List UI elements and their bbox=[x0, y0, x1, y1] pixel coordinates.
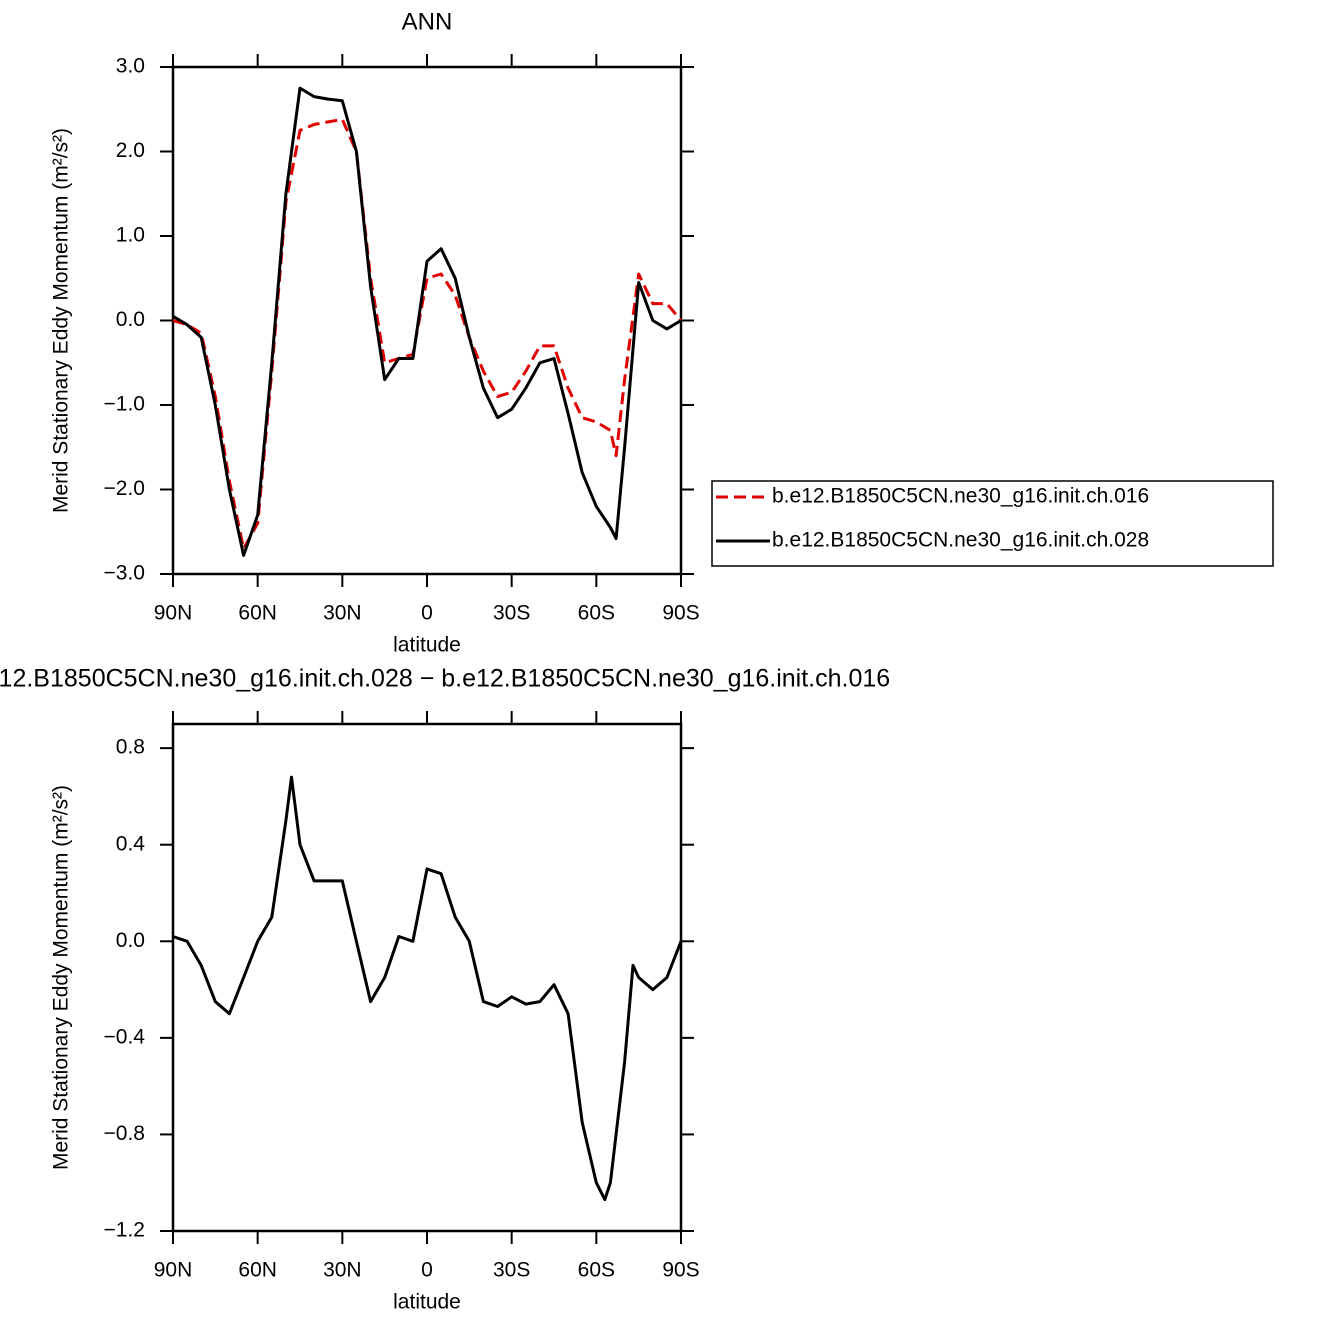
y-tick-label: −1.2 bbox=[104, 1219, 145, 1242]
y-tick-label: −1.0 bbox=[104, 393, 145, 416]
y-tick-label: 0.4 bbox=[116, 832, 146, 855]
legend-box bbox=[711, 480, 1274, 567]
y-tick-label: 0.8 bbox=[116, 736, 145, 759]
x-axis-label: latitude bbox=[393, 634, 461, 657]
x-tick-label: 30N bbox=[323, 602, 362, 625]
x-tick-label: 90S bbox=[662, 1259, 699, 1282]
y-tick-label: −2.0 bbox=[104, 477, 145, 500]
chart-title: b.e12.B1850C5CN.ne30_g16.init.ch.028 − b… bbox=[0, 665, 890, 693]
x-tick-label: 30N bbox=[323, 1259, 362, 1282]
x-tick-label: 90N bbox=[154, 602, 193, 625]
x-tick-label: 90S bbox=[662, 602, 699, 625]
line-series bbox=[172, 117, 683, 551]
plot-frame bbox=[171, 65, 683, 576]
y-tick-label: 2.0 bbox=[116, 139, 145, 162]
x-tick-label: 90N bbox=[154, 1259, 193, 1282]
x-tick-label: 0 bbox=[421, 1259, 433, 1282]
y-axis-label: Merid Stationary Eddy Momentum (m²/s²) bbox=[50, 785, 73, 1170]
line-series bbox=[172, 775, 683, 1202]
legend-label: b.e12.B1850C5CN.ne30_g16.init.ch.028 bbox=[772, 529, 1149, 552]
x-tick-label: 30S bbox=[493, 1259, 530, 1282]
y-tick-label: −0.4 bbox=[104, 1025, 146, 1048]
y-tick-label: 0.0 bbox=[116, 308, 145, 331]
x-tick-label: 60S bbox=[578, 602, 615, 625]
line-series bbox=[172, 86, 682, 557]
y-tick-label: 3.0 bbox=[116, 55, 145, 78]
legend-label: b.e12.B1850C5CN.ne30_g16.init.ch.016 bbox=[772, 485, 1149, 508]
x-tick-label: 0 bbox=[421, 602, 433, 625]
y-tick-label: −3.0 bbox=[104, 562, 145, 585]
x-tick-label: 60N bbox=[238, 602, 277, 625]
chart-title: ANN bbox=[402, 8, 453, 35]
x-tick-label: 30S bbox=[493, 602, 530, 625]
y-axis-label: Merid Stationary Eddy Momentum (m²/s²) bbox=[50, 128, 73, 513]
y-tick-label: 0.0 bbox=[116, 929, 145, 952]
x-tick-label: 60S bbox=[578, 1259, 615, 1282]
plot-frame bbox=[171, 722, 683, 1233]
x-tick-label: 60N bbox=[238, 1259, 277, 1282]
y-tick-label: −0.8 bbox=[104, 1122, 145, 1145]
x-axis-label: latitude bbox=[393, 1291, 461, 1314]
y-tick-label: 1.0 bbox=[116, 224, 145, 247]
